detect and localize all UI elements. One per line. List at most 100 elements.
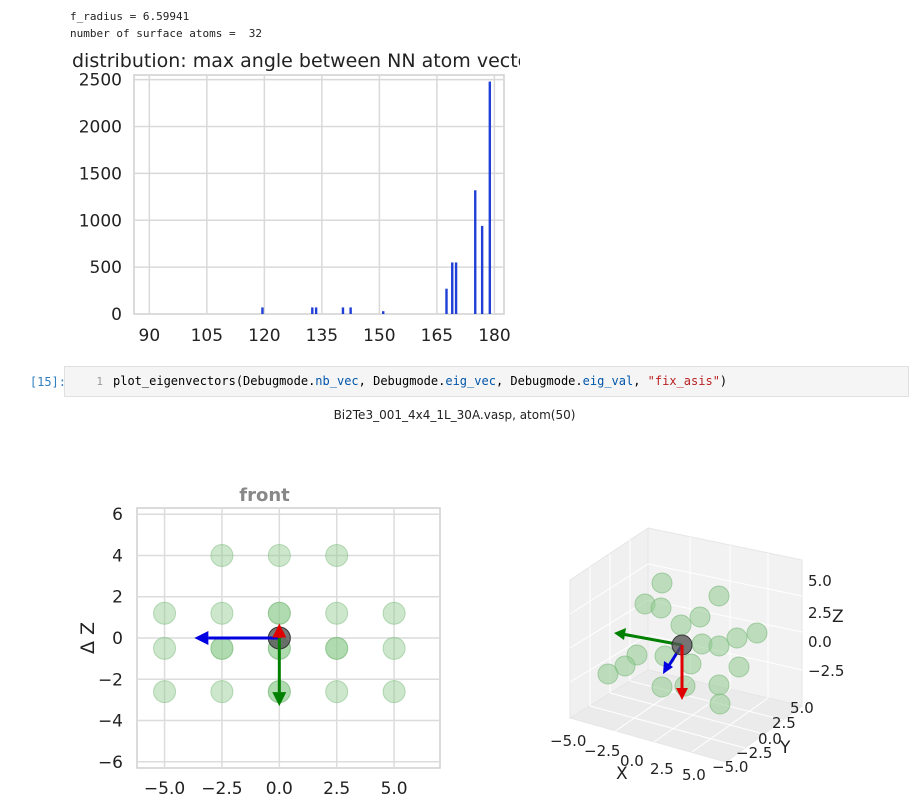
front-plot: front −5.0 −2.5 0.0 2.5 5.0 6 4 2 0 −2 −4 −6 Δ Z	[0, 478, 470, 806]
front-y-tick-label: −6	[98, 753, 123, 773]
z-tick: 0.0	[808, 633, 832, 651]
atom-marker	[210, 680, 234, 704]
histogram-bar	[445, 288, 448, 314]
y-tick: 5.0	[790, 699, 814, 717]
eigenvector-arrowhead	[272, 692, 287, 707]
cell-output-text: f_radius = 6.59941 number of surface atom…	[70, 8, 262, 42]
front-x-tick-label: 2.5	[323, 779, 350, 799]
x-tick-label: 150	[363, 326, 395, 346]
y-tick: 2.5	[772, 714, 796, 732]
histogram-bar	[488, 81, 492, 314]
atom-3d	[680, 653, 702, 675]
front-y-tick-label: 2	[112, 588, 123, 608]
x-tick-label: 105	[191, 326, 223, 346]
histogram-svg: distribution: max angle between NN atom …	[72, 50, 547, 346]
atom-marker	[325, 543, 349, 567]
x-tick: −2.5	[584, 742, 620, 760]
atom-marker	[267, 601, 291, 625]
x-tick: 2.5	[650, 760, 674, 778]
plot-3d: 5.0 2.5 0.0 −2.5 Z 5.0 2.5 0.0 −2.5 −5.0…	[540, 510, 900, 804]
front-plot-title: front	[239, 485, 290, 506]
histogram-bar	[311, 307, 314, 314]
x-tick-label: 135	[306, 326, 338, 346]
front-x-tick-label: 5.0	[381, 779, 408, 799]
atom-marker	[325, 680, 349, 704]
atom-marker	[153, 636, 177, 660]
code-sep-1: , Debugmode.	[358, 374, 446, 388]
front-y-tick-label: −4	[98, 712, 123, 732]
atom-3d	[728, 656, 750, 678]
y-axis-ticks: 5.0 2.5 0.0 −2.5 −5.0 Y	[712, 699, 814, 776]
code-attr-nb-vec: nb_vec	[315, 374, 359, 388]
atom-3d	[709, 693, 731, 715]
vectors-3d	[614, 628, 693, 700]
red-vector-head	[676, 688, 688, 700]
y-tick: 0.0	[758, 730, 782, 748]
atom-3d	[651, 676, 673, 698]
histogram-bar	[480, 225, 484, 314]
front-plot-svg: front −5.0 −2.5 0.0 2.5 5.0 6 4 2 0 −2 −4 −6 Δ Z	[77, 485, 441, 799]
y-tick-label: 0	[111, 305, 122, 325]
pane-floor	[568, 669, 804, 763]
histogram-bar	[349, 307, 352, 314]
histogram-bar	[382, 311, 385, 314]
y-axis-label: Y	[779, 738, 791, 758]
front-x-tick-label: 0.0	[266, 779, 293, 799]
plot-3d-svg: 5.0 2.5 0.0 −2.5 Z 5.0 2.5 0.0 −2.5 −5.0…	[550, 527, 844, 784]
atom-3d	[708, 674, 730, 696]
z-tick: 2.5	[808, 604, 832, 622]
y-tick-label: 500	[90, 258, 122, 278]
x-axis-label: X	[616, 764, 628, 784]
atom-3d	[670, 614, 692, 636]
x-tick-label: 165	[421, 326, 453, 346]
code-editor[interactable]: 1 plot_eigenvectors(Debugmode.nb_vec, De…	[64, 366, 909, 397]
front-y-tick-label: −2	[98, 670, 123, 690]
code-end: )	[719, 374, 728, 388]
atom-marker	[325, 636, 349, 660]
code-attr-eig-val: eig_val	[582, 374, 634, 388]
atoms-3d	[597, 572, 768, 715]
atom-marker	[382, 636, 406, 660]
code-sep-2: , Debugmode.	[495, 374, 583, 388]
code-string-arg: "fix_asis"	[647, 374, 720, 388]
code-cell[interactable]: [15]: 1 plot_eigenvectors(Debugmode.nb_v…	[14, 366, 909, 398]
x-axis-ticks: −5.0 −2.5 0.0 2.5 5.0 X	[550, 732, 706, 784]
eigenvector-arrowhead	[272, 623, 287, 638]
atom-3d	[708, 585, 730, 607]
line-number: 1	[96, 375, 103, 388]
histogram-bar	[341, 307, 345, 314]
front-y-tick-label: 6	[112, 505, 123, 525]
atom-marker	[153, 680, 177, 704]
y-tick-label: 2500	[79, 71, 122, 91]
atom-marker	[210, 601, 234, 625]
front-y-tick-label: 4	[112, 546, 123, 566]
atom-3d	[650, 597, 672, 619]
atom-marker	[153, 601, 177, 625]
code-attr-eig-vec: eig_vec	[445, 374, 496, 388]
histogram-bar	[314, 307, 318, 314]
x-tick: 5.0	[682, 766, 706, 784]
atom-3d	[614, 655, 636, 677]
atom-3d	[726, 627, 748, 649]
code-sep-3: ,	[633, 374, 648, 388]
histogram-bar	[454, 262, 458, 314]
z-tick: 5.0	[808, 572, 832, 590]
code-line[interactable]: plot_eigenvectors(Debugmode.nb_vec, Debu…	[113, 367, 727, 396]
histogram-bar	[451, 262, 454, 314]
green-vector-head	[614, 628, 626, 640]
atom-marker	[210, 636, 234, 660]
front-x-tick-label: −5.0	[144, 779, 185, 799]
z-axis-ticks: 5.0 2.5 0.0 −2.5 Z	[808, 572, 844, 680]
y-tick-label: 2000	[79, 118, 122, 138]
x-tick-label: 180	[478, 326, 510, 346]
plot-area	[133, 74, 505, 315]
front-x-tick-label: −2.5	[201, 779, 242, 799]
x-tick: −5.0	[550, 732, 586, 750]
atom-marker	[382, 601, 406, 625]
atom-marker	[382, 680, 406, 704]
chart-title: distribution: max angle between NN atom …	[72, 50, 520, 72]
x-tick-label: 120	[248, 326, 280, 346]
histogram-bar	[474, 190, 477, 314]
y-tick: −2.5	[736, 744, 772, 762]
z-axis-label: Z	[832, 607, 844, 627]
